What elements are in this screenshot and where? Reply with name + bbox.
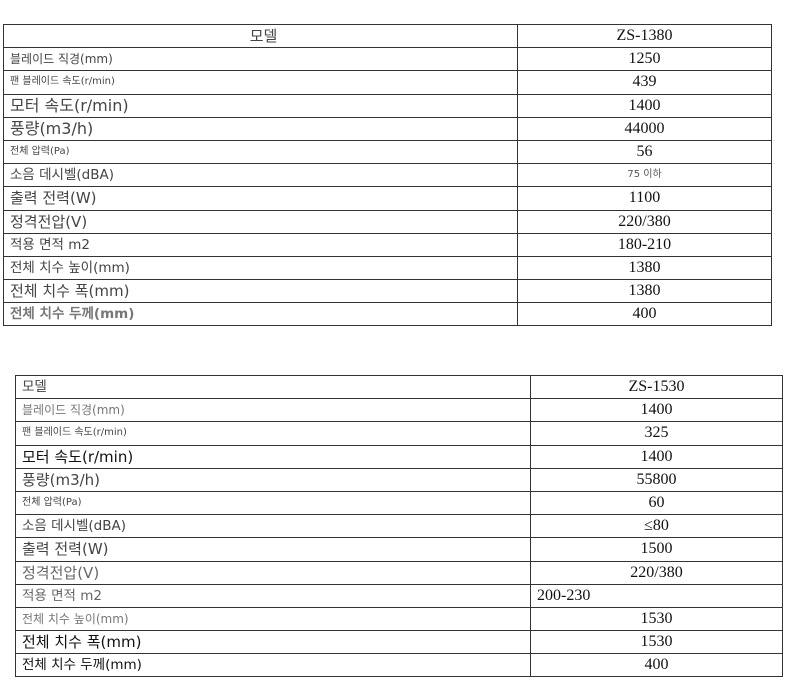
- row-label: 블레이드 직경(mm): [15, 398, 531, 423]
- row-value: 220/380: [530, 560, 783, 585]
- row-value: 400: [530, 653, 783, 678]
- row-label: 전체 압력(Pa): [3, 139, 518, 165]
- row-value: 1530: [530, 630, 783, 655]
- row-label: 풍량(m3/h): [3, 116, 518, 141]
- table-row: 전체 치수 높이(mm) 1380: [3, 255, 772, 281]
- row-value: 1400: [530, 444, 783, 469]
- table-row: 팬 블레이드 속도(r/min) 439: [3, 70, 772, 95]
- row-label: 정격전압(V): [3, 209, 518, 234]
- spec-table-zs-1380: 모델 ZS-1380 블레이드 직경(mm) 1250 팬 블레이드 속도(r/mi…: [3, 23, 772, 327]
- row-value: 1380: [517, 279, 772, 304]
- model-value: ZS-1380: [517, 23, 772, 49]
- table-row: 적용 면적 m2 200-230: [15, 583, 783, 608]
- table-row: 모델 ZS-1530: [15, 374, 783, 400]
- row-label: 풍량(m3/h): [15, 467, 531, 492]
- table-row: 풍량(m3/h) 55800: [15, 467, 783, 492]
- row-value: 325: [530, 421, 783, 446]
- row-label: 팬 블레이드 속도(r/min): [15, 421, 531, 446]
- row-value: 1380: [517, 255, 772, 281]
- table-row: 모터 속도(r/min) 1400: [3, 93, 772, 118]
- table-row: 소음 데시벨(dBA) ≤80: [15, 514, 783, 539]
- row-label: 적용 면적 m2: [15, 583, 531, 608]
- row-value: 60: [530, 490, 783, 516]
- row-value: 180-210: [517, 232, 772, 257]
- row-label: 전체 치수 높이(mm): [3, 255, 518, 281]
- row-label: 팬 블레이드 속도(r/min): [3, 70, 518, 95]
- row-label: 소음 데시벨(dBA): [15, 514, 531, 539]
- table-row: 블레이드 직경(mm) 1400: [15, 398, 783, 423]
- row-label: 모터 속도(r/min): [15, 444, 531, 469]
- row-value: 1500: [530, 537, 783, 562]
- table-row: 전체 치수 폭(mm) 1380: [3, 279, 772, 304]
- table-row: 소음 데시벨(dBA) 75 이하: [3, 163, 772, 188]
- table-row: 적용 면적 m2 180-210: [3, 232, 772, 257]
- table-row: 전체 치수 두께(mm) 400: [15, 653, 783, 678]
- table-row: 블레이드 직경(mm) 1250: [3, 47, 772, 72]
- row-label: 전체 치수 폭(mm): [15, 630, 531, 655]
- table-row: 전체 압력(Pa) 60: [15, 490, 783, 516]
- row-value: 56: [517, 139, 772, 165]
- row-label: 전체 치수 높이(mm): [15, 606, 531, 632]
- row-label: 전체 치수 폭(mm): [3, 279, 518, 304]
- row-value: 400: [517, 302, 772, 327]
- table-row: 전체 압력(Pa) 56: [3, 139, 772, 165]
- row-value: 1400: [517, 93, 772, 118]
- row-value: ≤80: [530, 514, 783, 539]
- table-row: 출력 전력(W) 1500: [15, 537, 783, 562]
- table-row: 팬 블레이드 속도(r/min) 325: [15, 421, 783, 446]
- table-row: 전체 치수 두께(mm) 400: [3, 302, 772, 327]
- table-row: 정격전압(V) 220/380: [15, 560, 783, 585]
- table-row: 전체 치수 폭(mm) 1530: [15, 630, 783, 655]
- row-value: 1400: [530, 398, 783, 423]
- table-row: 모터 속도(r/min) 1400: [15, 444, 783, 469]
- table-row: 전체 치수 높이(mm) 1530: [15, 606, 783, 632]
- row-label: 모터 속도(r/min): [3, 93, 518, 118]
- row-label: 전체 압력(Pa): [15, 490, 531, 516]
- row-label: 전체 치수 두께(mm): [15, 653, 531, 678]
- model-value: ZS-1530: [530, 374, 783, 400]
- table-row: 풍량(m3/h) 44000: [3, 116, 772, 141]
- row-value: 1530: [530, 606, 783, 632]
- row-label: 출력 전력(W): [15, 537, 531, 562]
- row-value: 1100: [517, 186, 772, 211]
- row-value: 75 이하: [517, 163, 772, 188]
- row-value: 55800: [530, 467, 783, 492]
- row-value: 200-230: [530, 583, 783, 608]
- row-label: 정격전압(V): [15, 560, 531, 585]
- model-label: 모델: [3, 23, 518, 49]
- table-row: 출력 전력(W) 1100: [3, 186, 772, 211]
- row-value: 44000: [517, 116, 772, 141]
- row-label: 전체 치수 두께(mm): [3, 302, 518, 327]
- row-label: 출력 전력(W): [3, 186, 518, 211]
- row-label: 적용 면적 m2: [3, 232, 518, 257]
- row-label: 소음 데시벨(dBA): [3, 163, 518, 188]
- row-value: 439: [517, 70, 772, 95]
- table-row: 모델 ZS-1380: [3, 23, 772, 49]
- model-label: 모델: [15, 374, 531, 400]
- row-value: 1250: [517, 47, 772, 72]
- table-row: 정격전압(V) 220/380: [3, 209, 772, 234]
- row-label: 블레이드 직경(mm): [3, 47, 518, 72]
- row-value: 220/380: [517, 209, 772, 234]
- spec-table-zs-1530: 모델 ZS-1530 블레이드 직경(mm) 1400 팬 블레이드 속도(r/mi…: [15, 374, 783, 678]
